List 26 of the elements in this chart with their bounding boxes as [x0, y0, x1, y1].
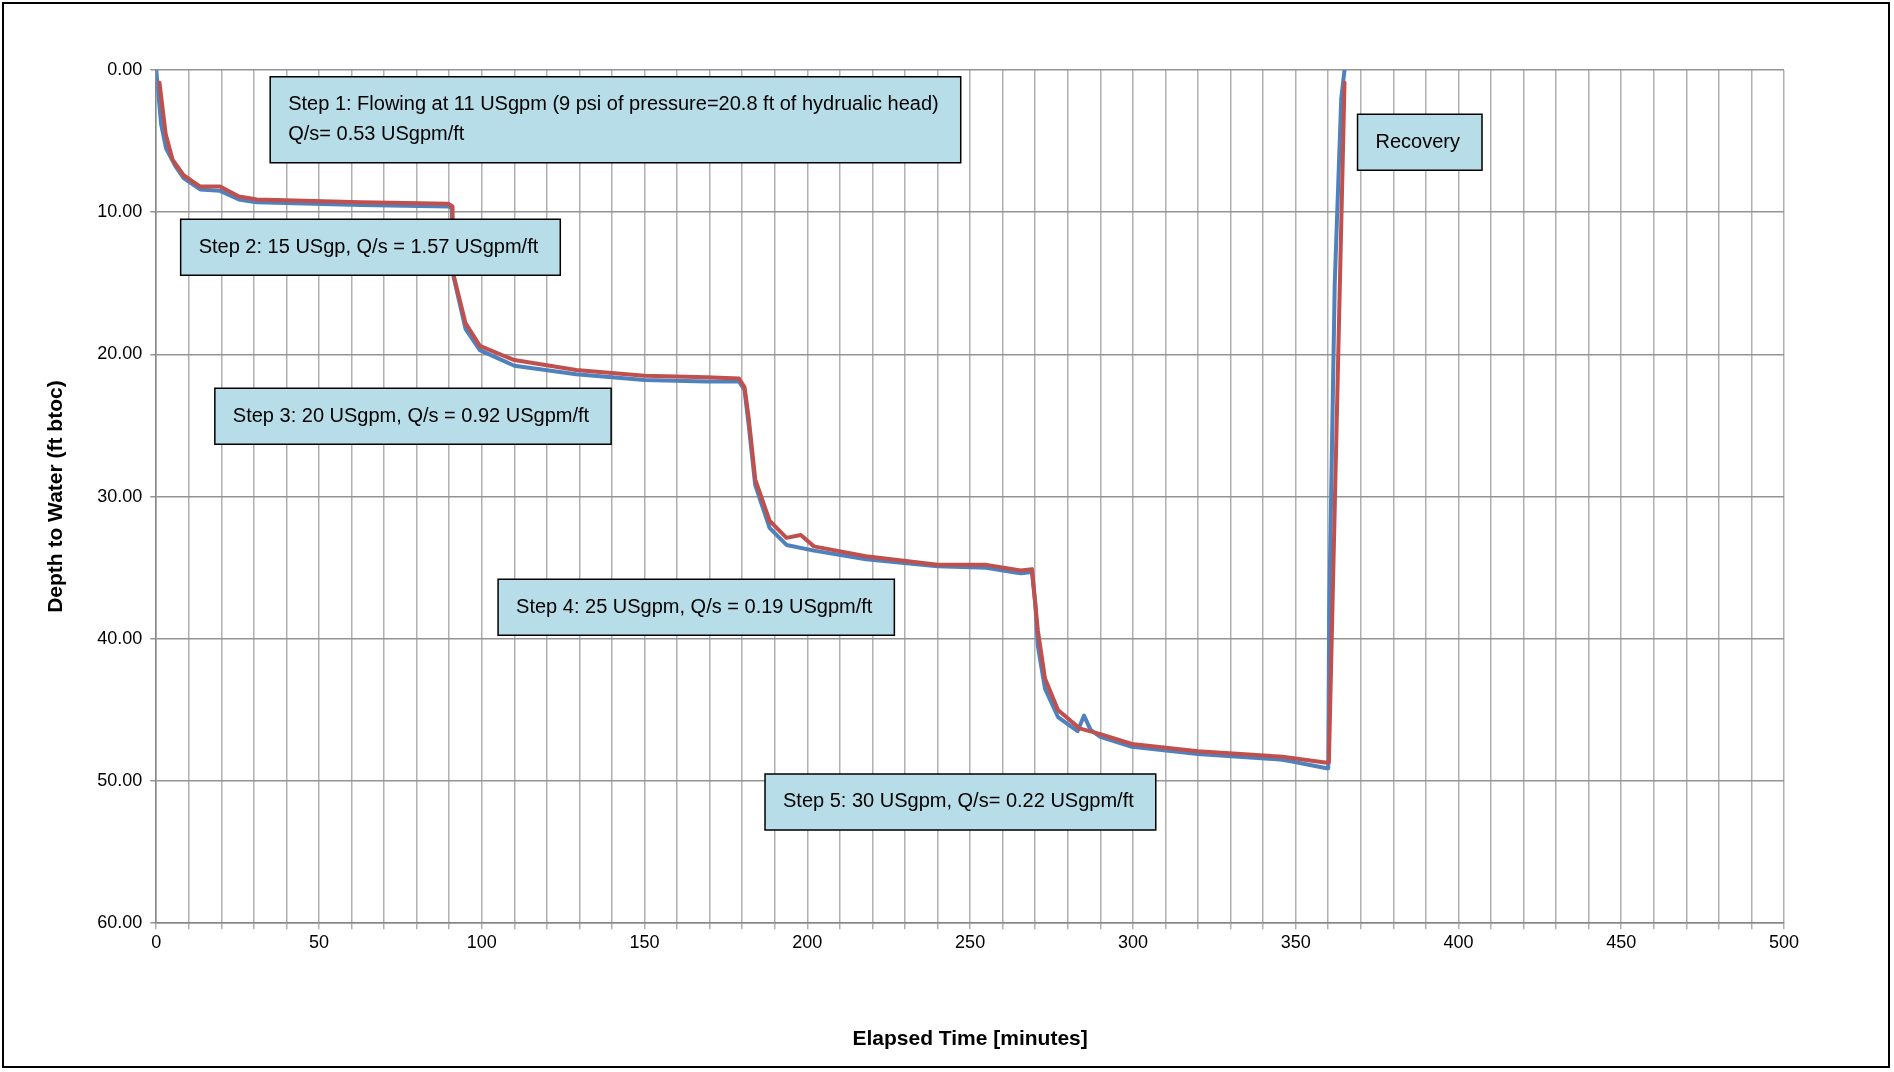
- annotation: Recovery: [1375, 129, 1461, 152]
- x-tick-label: 450: [1606, 931, 1637, 952]
- y-axis-title: Depth to Water (ft btoc): [43, 380, 67, 613]
- x-tick-label: 350: [1280, 931, 1311, 952]
- x-axis-title: Elapsed Time [minutes]: [852, 1026, 1088, 1050]
- x-tick-label: 100: [466, 931, 497, 952]
- annotation: Step 4: 25 USgpm, Q/s = 0.19 USgpm/ft: [516, 594, 873, 617]
- y-tick-label: 0.00: [107, 58, 143, 79]
- annotation: Step 1: Flowing at 11 USgpm (9 psi of pressure=20.8 ft of hydrualic head) Q/s= 0.53 USgpm/ft: [288, 92, 939, 145]
- x-tick-label: 50: [309, 931, 330, 952]
- annotation: Step 3: 20 USgpm, Q/s = 0.92 USgpm/ft: [232, 403, 590, 426]
- x-tick-label: 300: [1117, 931, 1148, 952]
- annotation: Step 5: 30 USgpm, Q/s= 0.22 USgpm/ft: [783, 789, 1135, 812]
- annotation: Step 2: 15 USgp, Q/s = 1.57 USgpm/ft: [198, 234, 539, 257]
- y-tick-label: 30.00: [97, 485, 143, 506]
- x-tick-label: 150: [629, 931, 660, 952]
- y-tick-label: 10.00: [97, 201, 143, 222]
- y-tick-label: 20.00: [97, 343, 143, 364]
- x-tick-label: 0: [151, 931, 162, 952]
- y-tick-label: 50.00: [97, 769, 143, 790]
- x-tick-label: 200: [792, 931, 823, 952]
- y-tick-label: 60.00: [97, 912, 143, 933]
- x-tick-label: 250: [955, 931, 986, 952]
- y-tick-label: 40.00: [97, 627, 143, 648]
- x-tick-label: 400: [1443, 931, 1474, 952]
- x-tick-label: 500: [1768, 931, 1800, 952]
